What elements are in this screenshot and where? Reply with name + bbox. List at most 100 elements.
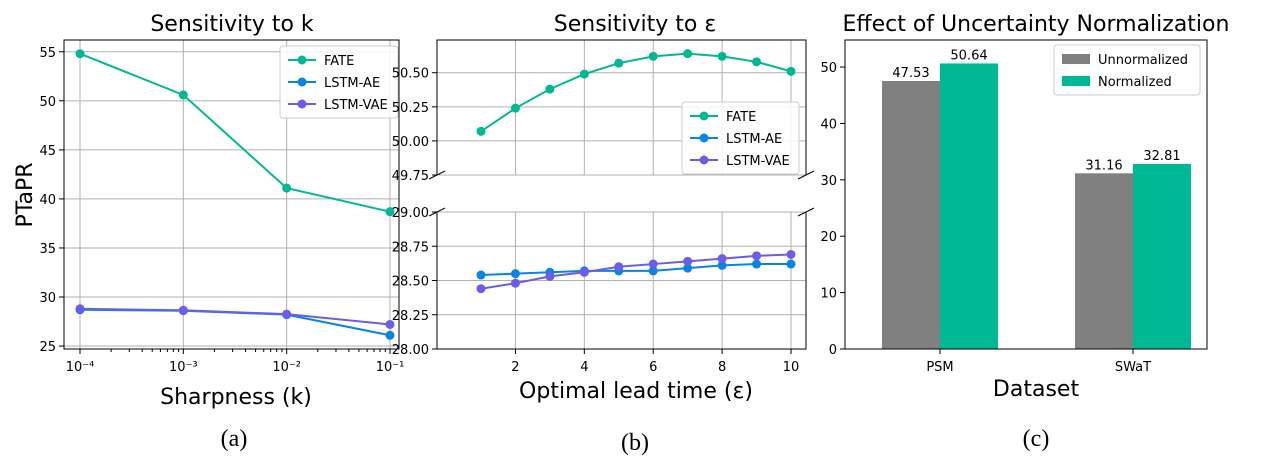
legend-label: LSTM-AE: [726, 132, 782, 147]
y-tick-label: 20: [820, 230, 837, 245]
x-axis-label: Optimal lead time (ε): [519, 379, 753, 404]
series-FATE-point: [786, 66, 796, 76]
y-tick-label: 28.00: [392, 343, 429, 358]
legend-marker-LSTM-VAE: [297, 99, 307, 109]
series-FATE-point: [510, 103, 520, 113]
series-LSTM-VAE-line: [480, 253, 792, 290]
legend-label: LSTM-AE: [324, 76, 380, 91]
y-tick-label: 40: [820, 117, 837, 132]
axis-break-mark: [428, 207, 446, 217]
series-LSTM-AE-point: [385, 330, 395, 340]
y-tick-label: 35: [39, 242, 56, 257]
y-tick-label: 25: [39, 340, 56, 355]
bar-Normalized-SWaT: [1133, 163, 1191, 349]
bar-Normalized-PSM: [940, 63, 998, 349]
bar-value-label: 31.16: [1085, 158, 1122, 173]
series-LSTM-VAE-point: [683, 256, 693, 266]
series-LSTM-VAE-point: [545, 271, 555, 281]
series-LSTM-VAE-point: [510, 278, 520, 288]
axes-a: [63, 39, 400, 350]
x-tick-label: 10⁻²: [272, 360, 301, 375]
chart-title: Effect of Uncertainty Normalization: [843, 12, 1230, 37]
series-FATE-point: [75, 49, 85, 59]
y-tick-label: 10: [820, 287, 837, 302]
series-LSTM-AE-line: [480, 263, 791, 277]
legend-marker-LSTM-VAE: [699, 155, 709, 165]
bar-value-label: 32.81: [1143, 149, 1180, 164]
series-FATE-point: [282, 183, 292, 193]
x-tick-label: 4: [580, 360, 588, 375]
axes-b-bottom: [436, 212, 807, 350]
series-LSTM-VAE-point: [786, 249, 796, 259]
x-axis-label: Sharpness (k): [160, 385, 312, 410]
series-LSTM-VAE-point: [752, 251, 762, 261]
series-LSTM-AE-point: [510, 269, 520, 279]
x-tick-label: 10⁻⁴: [66, 360, 95, 375]
series-LSTM-AE-line: [79, 308, 391, 337]
series-FATE-point: [579, 69, 589, 79]
series-FATE-point: [648, 51, 658, 61]
series-LSTM-VAE-point: [385, 319, 395, 329]
bar-Unnormalized-SWaT: [1075, 173, 1133, 349]
bar-value-label: 50.64: [950, 48, 987, 63]
y-tick-label: 50: [39, 95, 56, 110]
legend-marker-LSTM-AE: [699, 133, 709, 143]
y-tick-label: 28.50: [392, 275, 429, 290]
chart-title: Sensitivity to k: [150, 12, 314, 37]
series-FATE-point: [752, 57, 762, 67]
bar-value-label: 47.53: [892, 66, 929, 81]
axis-break-mark: [797, 207, 815, 217]
series-LSTM-VAE-point: [476, 284, 486, 294]
series-FATE-point: [614, 58, 624, 68]
x-tick-label: 10⁻³: [169, 360, 198, 375]
y-tick-label: 28.75: [392, 240, 429, 255]
y-tick-label: 49.75: [392, 169, 429, 184]
legend-label: Normalized: [1098, 75, 1172, 90]
series-LSTM-AE-point: [476, 270, 486, 280]
x-tick-label: 10: [783, 360, 800, 375]
y-tick-label: 0: [829, 343, 837, 358]
legend-marker-FATE: [297, 55, 307, 65]
x-axis-label: Dataset: [993, 377, 1080, 402]
legend-marker-FATE: [699, 111, 709, 121]
series-LSTM-AE-point: [786, 259, 796, 269]
series-LSTM-VAE-point: [579, 267, 589, 277]
series-LSTM-VAE-line: [79, 307, 391, 326]
axis-break-mark: [428, 170, 446, 180]
axis-break-mark: [797, 170, 815, 180]
x-tick-label: SWaT: [1115, 360, 1151, 375]
caption: (a): [221, 426, 248, 452]
series-FATE-point: [385, 207, 395, 217]
legend-swatch-Normalized: [1062, 76, 1090, 86]
series-FATE-point: [717, 51, 727, 61]
caption: (b): [621, 430, 649, 456]
axes-c: [844, 39, 1208, 350]
series-LSTM-VAE-point: [75, 304, 85, 314]
series-FATE-point: [683, 49, 693, 59]
legend-box: [681, 101, 800, 175]
bar-Unnormalized-PSM: [882, 80, 940, 349]
legend-label: FATE: [324, 54, 354, 69]
series-LSTM-VAE-point: [648, 259, 658, 269]
series-LSTM-VAE-point: [282, 309, 292, 319]
x-tick-label: 6: [649, 360, 657, 375]
y-tick-label: 28.25: [392, 309, 429, 324]
y-tick-label: 50.00: [392, 135, 429, 150]
series-LSTM-AE-point: [648, 266, 658, 276]
legend-label: LSTM-VAE: [726, 154, 790, 169]
caption: (c): [1023, 426, 1050, 452]
y-tick-label: 30: [820, 174, 837, 189]
y-tick-label: 29.00: [392, 206, 429, 221]
legend-label: LSTM-VAE: [324, 98, 388, 113]
x-tick-label: PSM: [926, 360, 953, 375]
y-tick-label: 50: [820, 61, 837, 76]
series-LSTM-VAE-point: [614, 262, 624, 272]
y-tick-label: 45: [39, 144, 56, 159]
y-tick-label: 55: [39, 46, 56, 61]
legend-label: Unnormalized: [1098, 53, 1188, 68]
series-LSTM-AE-point: [717, 260, 727, 270]
series-FATE-point: [476, 126, 486, 136]
chart-title: Sensitivity to ε: [554, 12, 717, 37]
series-LSTM-VAE-point: [178, 305, 188, 315]
